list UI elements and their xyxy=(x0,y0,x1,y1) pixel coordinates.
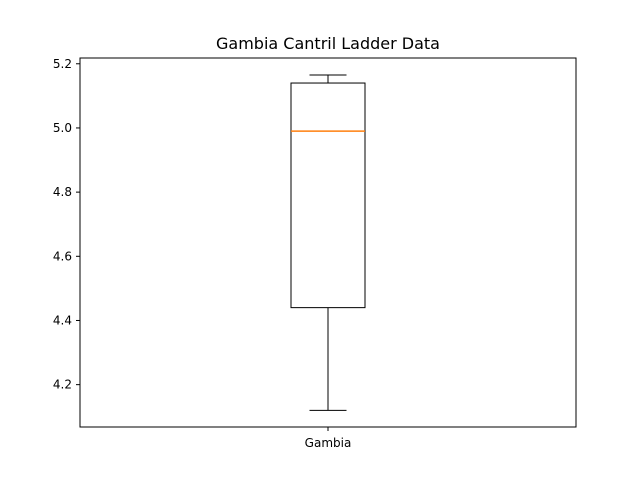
x-tick-label: Gambia xyxy=(305,436,352,450)
box-gambia xyxy=(290,74,366,411)
chart-title: Gambia Cantril Ladder Data xyxy=(216,34,440,53)
y-axis: 4.2 4.4 4.6 4.8 5.0 5.2 xyxy=(53,57,80,392)
y-tick-label: 4.6 xyxy=(53,249,72,263)
x-axis: Gambia xyxy=(305,427,352,450)
iqr-box xyxy=(290,82,366,309)
y-tick-label: 4.2 xyxy=(53,378,72,392)
boxplot-series xyxy=(290,74,366,411)
y-tick-label: 4.4 xyxy=(53,313,72,327)
y-tick-label: 4.8 xyxy=(53,185,72,199)
y-tick-label: 5.0 xyxy=(53,121,72,135)
y-tick-label: 5.2 xyxy=(53,57,72,71)
